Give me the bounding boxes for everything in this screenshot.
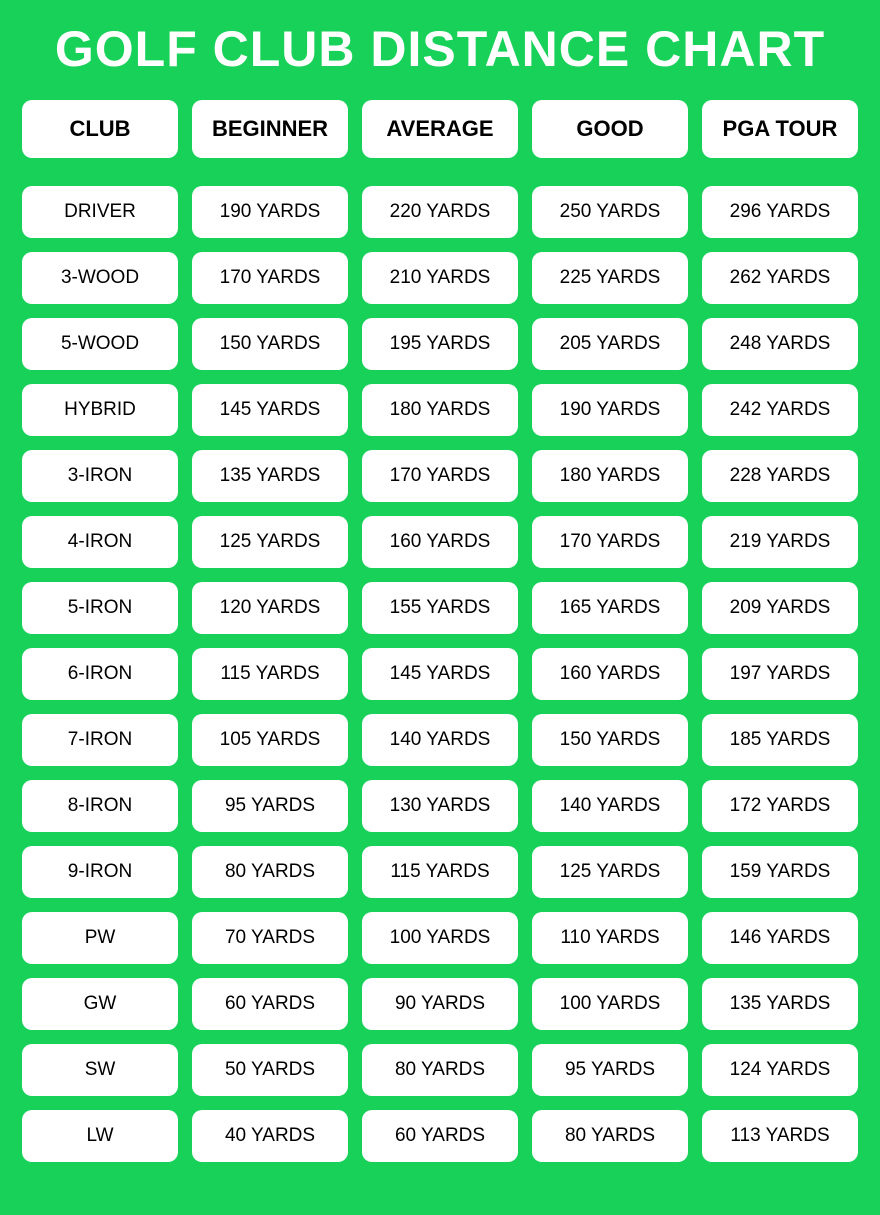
table-row: 3-IRON 135 YARDS 170 YARDS 180 YARDS 228 YAR… <box>22 450 858 502</box>
table-row: 5-WOOD 150 YARDS 195 YARDS 205 YARDS 248 YAR… <box>22 318 858 370</box>
club-name-cell: PW <box>22 912 178 964</box>
chart-title: GOLF CLUB DISTANCE CHART <box>22 20 858 78</box>
distance-cell: 80 YARDS <box>362 1044 518 1096</box>
table-row: 8-IRON 95 YARDS 130 YARDS 140 YARDS 172 YARD… <box>22 780 858 832</box>
distance-cell: 190 YARDS <box>532 384 688 436</box>
header-average: AVERAGE <box>362 100 518 158</box>
distance-cell: 160 YARDS <box>532 648 688 700</box>
distance-cell: 140 YARDS <box>362 714 518 766</box>
header-row: CLUB BEGINNER AVERAGE GOOD PGA TOUR <box>22 100 858 158</box>
distance-cell: 124 YARDS <box>702 1044 858 1096</box>
distance-cell: 100 YARDS <box>532 978 688 1030</box>
distance-cell: 135 YARDS <box>702 978 858 1030</box>
distance-cell: 110 YARDS <box>532 912 688 964</box>
table-row: HYBRID 145 YARDS 180 YARDS 190 YARDS 242 YAR… <box>22 384 858 436</box>
table-row: 7-IRON 105 YARDS 140 YARDS 150 YARDS 185 YAR… <box>22 714 858 766</box>
table-row: LW 40 YARDS 60 YARDS 80 YARDS 113 YARDS <box>22 1110 858 1162</box>
distance-cell: 40 YARDS <box>192 1110 348 1162</box>
distance-cell: 195 YARDS <box>362 318 518 370</box>
distance-cell: 165 YARDS <box>532 582 688 634</box>
distance-cell: 155 YARDS <box>362 582 518 634</box>
club-name-cell: 5-WOOD <box>22 318 178 370</box>
table-row: PW 70 YARDS 100 YARDS 110 YARDS 146 YARDS <box>22 912 858 964</box>
distance-cell: 225 YARDS <box>532 252 688 304</box>
distance-cell: 185 YARDS <box>702 714 858 766</box>
club-name-cell: 7-IRON <box>22 714 178 766</box>
distance-table: CLUB BEGINNER AVERAGE GOOD PGA TOUR DRIV… <box>22 100 858 1162</box>
distance-cell: 113 YARDS <box>702 1110 858 1162</box>
distance-cell: 170 YARDS <box>532 516 688 568</box>
distance-cell: 145 YARDS <box>362 648 518 700</box>
distance-cell: 95 YARDS <box>532 1044 688 1096</box>
distance-cell: 220 YARDS <box>362 186 518 238</box>
club-name-cell: 9-IRON <box>22 846 178 898</box>
club-name-cell: GW <box>22 978 178 1030</box>
distance-cell: 205 YARDS <box>532 318 688 370</box>
distance-cell: 95 YARDS <box>192 780 348 832</box>
distance-cell: 172 YARDS <box>702 780 858 832</box>
table-row: GW 60 YARDS 90 YARDS 100 YARDS 135 YARDS <box>22 978 858 1030</box>
distance-cell: 242 YARDS <box>702 384 858 436</box>
distance-cell: 140 YARDS <box>532 780 688 832</box>
table-row: 4-IRON 125 YARDS 160 YARDS 170 YARDS 219 YAR… <box>22 516 858 568</box>
table-row: 9-IRON 80 YARDS 115 YARDS 125 YARDS 159 YARD… <box>22 846 858 898</box>
club-name-cell: 3-WOOD <box>22 252 178 304</box>
distance-cell: 70 YARDS <box>192 912 348 964</box>
table-row: DRIVER 190 YARDS 220 YARDS 250 YARDS 296 YAR… <box>22 186 858 238</box>
club-name-cell: DRIVER <box>22 186 178 238</box>
distance-cell: 130 YARDS <box>362 780 518 832</box>
distance-cell: 115 YARDS <box>192 648 348 700</box>
club-name-cell: SW <box>22 1044 178 1096</box>
distance-cell: 180 YARDS <box>532 450 688 502</box>
distance-cell: 197 YARDS <box>702 648 858 700</box>
distance-cell: 100 YARDS <box>362 912 518 964</box>
club-name-cell: LW <box>22 1110 178 1162</box>
distance-cell: 190 YARDS <box>192 186 348 238</box>
chart-container: GOLF CLUB DISTANCE CHART CLUB BEGINNER A… <box>0 0 880 1215</box>
table-row: 3-WOOD 170 YARDS 210 YARDS 225 YARDS 262 YAR… <box>22 252 858 304</box>
distance-cell: 105 YARDS <box>192 714 348 766</box>
distance-cell: 80 YARDS <box>532 1110 688 1162</box>
header-good: GOOD <box>532 100 688 158</box>
distance-cell: 210 YARDS <box>362 252 518 304</box>
distance-cell: 209 YARDS <box>702 582 858 634</box>
club-name-cell: 5-IRON <box>22 582 178 634</box>
club-name-cell: 3-IRON <box>22 450 178 502</box>
club-name-cell: HYBRID <box>22 384 178 436</box>
distance-cell: 219 YARDS <box>702 516 858 568</box>
distance-cell: 150 YARDS <box>532 714 688 766</box>
table-row: 5-IRON 120 YARDS 155 YARDS 165 YARDS 209 YAR… <box>22 582 858 634</box>
distance-cell: 145 YARDS <box>192 384 348 436</box>
distance-cell: 180 YARDS <box>362 384 518 436</box>
distance-cell: 228 YARDS <box>702 450 858 502</box>
distance-cell: 160 YARDS <box>362 516 518 568</box>
distance-cell: 170 YARDS <box>362 450 518 502</box>
distance-cell: 120 YARDS <box>192 582 348 634</box>
distance-cell: 296 YARDS <box>702 186 858 238</box>
header-pga-tour: PGA TOUR <box>702 100 858 158</box>
distance-cell: 60 YARDS <box>362 1110 518 1162</box>
distance-cell: 80 YARDS <box>192 846 348 898</box>
distance-cell: 248 YARDS <box>702 318 858 370</box>
header-beginner: BEGINNER <box>192 100 348 158</box>
distance-cell: 159 YARDS <box>702 846 858 898</box>
distance-cell: 125 YARDS <box>192 516 348 568</box>
club-name-cell: 6-IRON <box>22 648 178 700</box>
distance-cell: 150 YARDS <box>192 318 348 370</box>
distance-cell: 90 YARDS <box>362 978 518 1030</box>
table-row: SW 50 YARDS 80 YARDS 95 YARDS 124 YARDS <box>22 1044 858 1096</box>
distance-cell: 50 YARDS <box>192 1044 348 1096</box>
header-club: CLUB <box>22 100 178 158</box>
distance-cell: 262 YARDS <box>702 252 858 304</box>
distance-cell: 170 YARDS <box>192 252 348 304</box>
table-row: 6-IRON 115 YARDS 145 YARDS 160 YARDS 197 YAR… <box>22 648 858 700</box>
club-name-cell: 8-IRON <box>22 780 178 832</box>
distance-cell: 125 YARDS <box>532 846 688 898</box>
distance-cell: 146 YARDS <box>702 912 858 964</box>
distance-cell: 60 YARDS <box>192 978 348 1030</box>
distance-cell: 135 YARDS <box>192 450 348 502</box>
club-name-cell: 4-IRON <box>22 516 178 568</box>
distance-cell: 250 YARDS <box>532 186 688 238</box>
distance-cell: 115 YARDS <box>362 846 518 898</box>
